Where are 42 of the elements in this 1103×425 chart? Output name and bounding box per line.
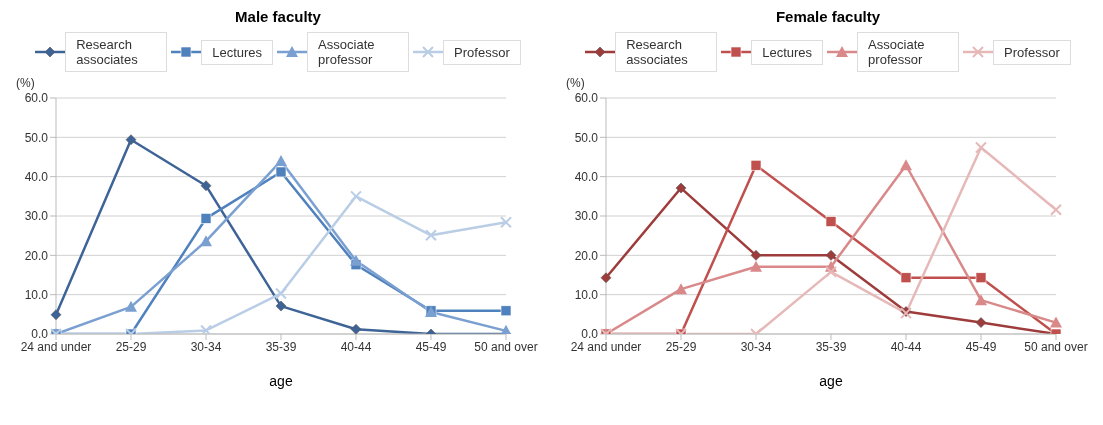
x-tick-label: 24 and under [20, 339, 92, 354]
x-tick-label: 30-34 [190, 339, 222, 354]
x-tick-label: 24 and under [570, 339, 642, 354]
legend-label: Lectures [201, 39, 274, 65]
x-tick-label: 45-49 [415, 339, 447, 354]
legend-label: Associate professor [307, 32, 410, 72]
y-tick-label: 0.0 [581, 327, 599, 342]
x-tick-label: 35-39 [815, 339, 847, 354]
x-tick-label: 45-49 [965, 339, 997, 354]
legend-label: Research associates [615, 32, 718, 72]
y-tick-label: 0.0 [31, 327, 49, 342]
legend-label: Professor [443, 39, 521, 65]
chart-title: Male faculty [234, 8, 322, 27]
y-tick-label: 40.0 [574, 169, 599, 184]
y-tick-label: 50.0 [24, 130, 49, 145]
legend-label: Associate professor [857, 32, 960, 72]
x-tick-label: 50 and over [474, 339, 538, 354]
legend-label: Research associates [65, 32, 168, 72]
y-tick-label: 60.0 [24, 91, 49, 106]
y-tick-label: 20.0 [574, 248, 599, 263]
chart-title: Female faculty [774, 8, 882, 27]
x-tick-label: 35-39 [265, 339, 297, 354]
x-tick-label: 40-44 [340, 339, 372, 354]
y-tick-label: 50.0 [574, 130, 599, 145]
x-tick-label: 50 and over [1024, 339, 1088, 354]
x-tick-label: 30-34 [740, 339, 772, 354]
x-axis-title: age [819, 373, 843, 389]
x-tick-label: 25-29 [115, 339, 147, 354]
legend-label: Lectures [751, 39, 824, 65]
y-tick-label: 40.0 [24, 169, 49, 184]
x-tick-label: 25-29 [665, 339, 697, 354]
y-axis-title: (%) [565, 76, 586, 90]
legend-label: Professor [993, 39, 1071, 65]
x-tick-label: 40-44 [890, 339, 922, 354]
y-tick-label: 10.0 [574, 287, 599, 302]
y-tick-label: 30.0 [24, 209, 49, 224]
y-axis-title: (%) [15, 76, 36, 90]
y-tick-label: 60.0 [574, 91, 599, 106]
y-tick-label: 30.0 [574, 209, 599, 224]
y-tick-label: 10.0 [24, 287, 49, 302]
y-tick-label: 20.0 [24, 248, 49, 263]
x-axis-title: age [269, 373, 293, 389]
